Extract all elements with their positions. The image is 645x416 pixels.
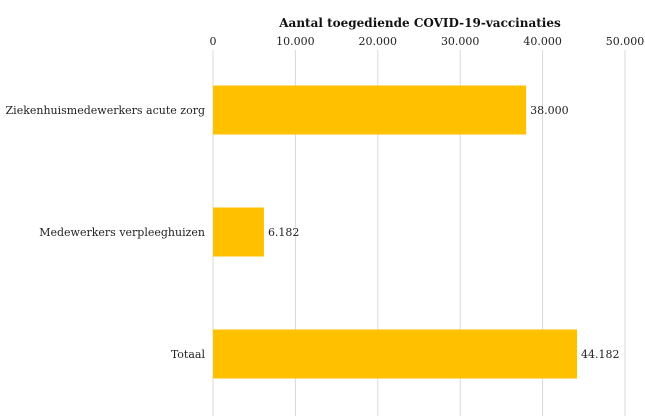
bar <box>213 85 527 135</box>
bars <box>213 85 578 379</box>
bar <box>213 329 578 379</box>
chart-title: Aantal toegediende COVID-19-vaccinaties <box>278 16 561 30</box>
x-tick-label: 30.000 <box>441 35 480 48</box>
category-label: Totaal <box>171 348 206 361</box>
x-tick-label: 50.000 <box>606 35 645 48</box>
data-label: 6.182 <box>268 226 300 239</box>
x-tick-label: 40.000 <box>523 35 562 48</box>
x-axis-ticks: 0 10.000 20.000 30.000 40.000 50.000 <box>210 35 645 48</box>
category-label: Medewerkers verpleeghuizen <box>39 226 205 239</box>
category-label: Ziekenhuismedewerkers acute zorg <box>6 104 205 117</box>
x-tick-label: 0 <box>210 35 217 48</box>
x-tick-label: 20.000 <box>359 35 398 48</box>
data-label: 44.182 <box>581 348 620 361</box>
bar <box>213 207 264 257</box>
data-labels: 38.000 6.182 44.182 <box>268 104 620 361</box>
x-tick-label: 10.000 <box>276 35 315 48</box>
category-labels: Ziekenhuismedewerkers acute zorg Medewerk… <box>6 104 206 361</box>
data-label: 38.000 <box>530 104 569 117</box>
